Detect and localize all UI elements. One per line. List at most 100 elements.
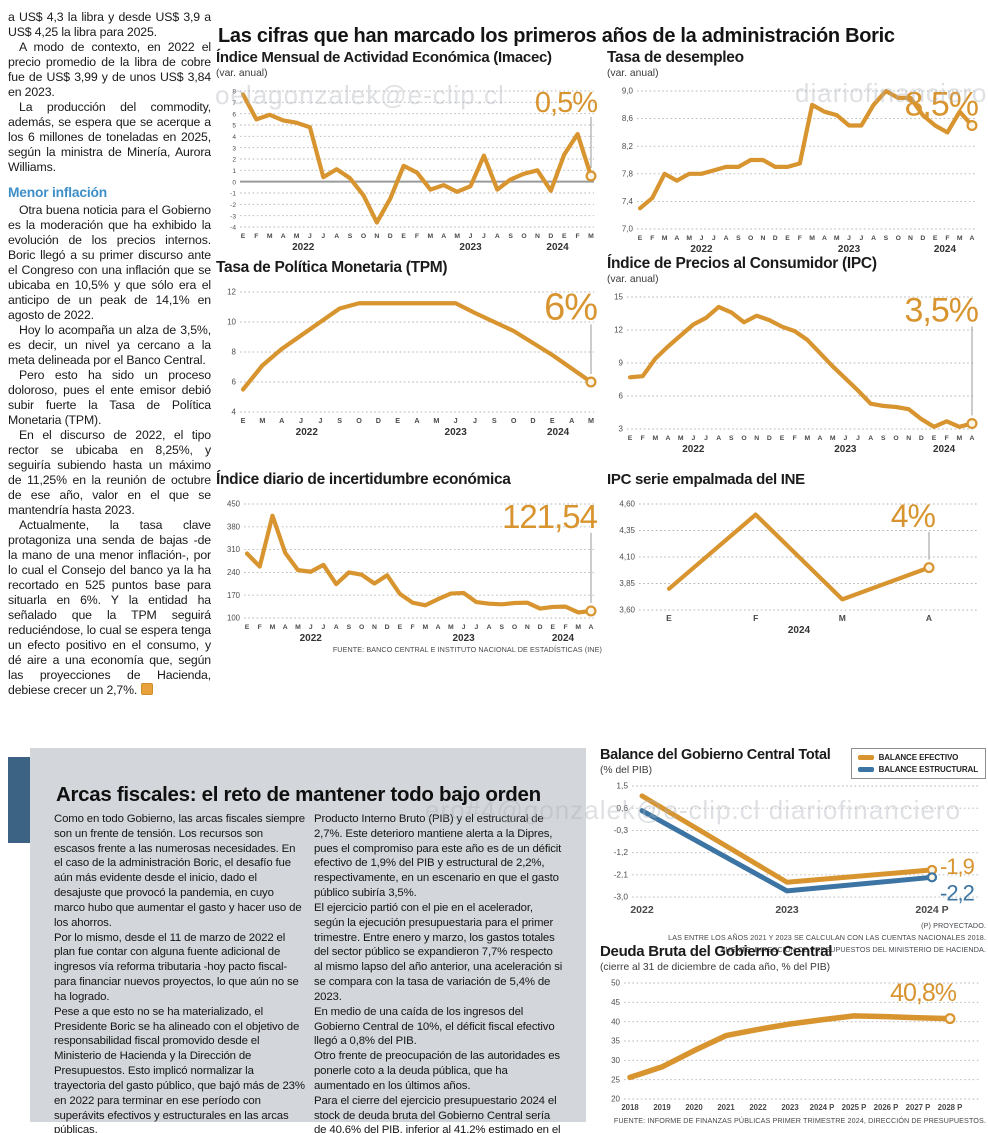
- svg-text:A: A: [589, 624, 594, 631]
- svg-text:J: J: [700, 235, 704, 242]
- svg-text:S: S: [881, 435, 886, 442]
- chart-desempleo: Tasa de desempleo (var. anual) 9,0 8,6 8,2 7,…: [607, 49, 985, 255]
- svg-text:J: J: [843, 435, 847, 442]
- svg-text:E: E: [551, 624, 556, 631]
- svg-text:F: F: [945, 235, 949, 242]
- chart-subtitle: (% del PIB): [600, 765, 653, 777]
- chart-title: Índice diario de incertidumbre económica: [216, 471, 511, 488]
- svg-text:E: E: [241, 416, 246, 425]
- chart-title: Índice Mensual de Actividad Económica (I…: [216, 49, 552, 66]
- svg-text:A: A: [970, 235, 975, 242]
- svg-text:A: A: [487, 624, 492, 631]
- svg-text:2024: 2024: [547, 427, 570, 438]
- svg-text:J: J: [482, 233, 486, 240]
- svg-text:A: A: [926, 613, 932, 623]
- legend-entry: BALANCE ESTRUCTURAL: [857, 765, 978, 774]
- svg-text:O: O: [511, 416, 517, 425]
- svg-text:J: J: [856, 435, 860, 442]
- svg-text:6: 6: [232, 378, 237, 387]
- svg-text:M: M: [267, 233, 273, 240]
- svg-text:A: A: [674, 235, 679, 242]
- svg-text:E: E: [666, 613, 672, 623]
- svg-text:100: 100: [227, 614, 241, 623]
- svg-text:25: 25: [611, 1075, 620, 1084]
- svg-text:8: 8: [232, 88, 236, 95]
- svg-text:J: J: [469, 233, 473, 240]
- svg-text:4,10: 4,10: [619, 552, 635, 561]
- svg-text:-0,3: -0,3: [614, 825, 629, 835]
- legend-dash-icon: [857, 767, 874, 772]
- svg-text:4: 4: [232, 134, 236, 141]
- svg-text:F: F: [650, 235, 654, 242]
- article-last-paragraph: Actualmente, la tasa clave protagoniza u…: [8, 518, 211, 698]
- svg-text:S: S: [736, 235, 741, 242]
- svg-text:A: A: [970, 435, 975, 442]
- fiscal-column-2-text: Producto Interno Bruto (PIB) y el estruc…: [314, 812, 564, 1133]
- svg-text:J: J: [474, 624, 478, 631]
- svg-text:2024: 2024: [934, 244, 957, 255]
- paragraph: En el discurso de 2022, el tipo rector s…: [8, 428, 211, 517]
- chart-source-note: FUENTE: BANCO CENTRAL E INSTITUTO NACION…: [332, 645, 602, 655]
- chart-value-callout: 40,8%: [890, 979, 957, 1007]
- svg-text:E: E: [241, 233, 246, 240]
- svg-text:J: J: [473, 416, 477, 425]
- chart-value-callout: -2,2: [940, 881, 975, 906]
- chart-ipc: Índice de Precios al Consumidor (IPC) (va…: [607, 255, 985, 456]
- chart-source-note: FUENTE: DIRECCIÓN DE PRESUPUESTOS DEL MI…: [721, 944, 986, 954]
- svg-text:8,6: 8,6: [622, 114, 634, 123]
- chart-title: Tasa de desempleo: [607, 49, 744, 66]
- fiscal-panel-background: [30, 748, 586, 1122]
- svg-text:O: O: [748, 235, 753, 242]
- chart-title: Índice de Precios al Consumidor (IPC): [607, 255, 877, 272]
- svg-text:3: 3: [232, 145, 236, 152]
- fiscal-accent-bar: [8, 757, 30, 843]
- svg-text:3,85: 3,85: [619, 579, 635, 588]
- svg-text:O: O: [512, 624, 517, 631]
- article-subhead: Menor inflación: [8, 185, 107, 200]
- svg-text:E: E: [780, 435, 785, 442]
- svg-text:310: 310: [227, 545, 241, 554]
- svg-text:1,5: 1,5: [616, 781, 628, 791]
- svg-text:J: J: [691, 435, 695, 442]
- svg-text:50: 50: [611, 978, 620, 987]
- svg-text:E: E: [638, 235, 643, 242]
- svg-text:M: M: [259, 416, 265, 425]
- svg-text:A: A: [666, 435, 671, 442]
- svg-text:A: A: [868, 435, 873, 442]
- svg-text:N: N: [908, 235, 913, 242]
- svg-text:M: M: [957, 235, 963, 242]
- svg-text:J: J: [454, 416, 458, 425]
- svg-text:J: J: [308, 233, 312, 240]
- svg-text:2023: 2023: [459, 242, 482, 253]
- svg-text:F: F: [411, 624, 415, 631]
- svg-text:O: O: [896, 235, 901, 242]
- svg-text:2024: 2024: [552, 633, 575, 644]
- svg-text:450: 450: [227, 500, 241, 509]
- svg-text:D: D: [920, 235, 925, 242]
- svg-text:2022: 2022: [296, 427, 319, 438]
- svg-text:M: M: [433, 416, 439, 425]
- svg-text:2023: 2023: [452, 633, 475, 644]
- paragraph: Pese a que esto no se ha materializado, …: [54, 1005, 305, 1133]
- svg-text:2025 P: 2025 P: [842, 1103, 867, 1112]
- svg-text:N: N: [754, 435, 759, 442]
- svg-text:2026 P: 2026 P: [874, 1103, 899, 1112]
- svg-text:S: S: [500, 624, 505, 631]
- svg-text:2023: 2023: [781, 1103, 799, 1112]
- svg-text:-4: -4: [230, 224, 236, 231]
- svg-text:M: M: [294, 233, 300, 240]
- svg-text:J: J: [322, 624, 326, 631]
- svg-text:M: M: [830, 435, 836, 442]
- svg-text:M: M: [448, 624, 454, 631]
- svg-text:D: D: [388, 233, 393, 240]
- svg-text:M: M: [423, 624, 429, 631]
- fiscal-title: Arcas fiscales: el reto de mantener todo…: [56, 783, 541, 806]
- svg-text:5: 5: [232, 122, 236, 129]
- svg-text:2022: 2022: [292, 242, 315, 253]
- chart-title: Tasa de Política Monetaria (TPM): [216, 259, 448, 276]
- svg-text:A: A: [281, 233, 286, 240]
- svg-text:E: E: [550, 416, 555, 425]
